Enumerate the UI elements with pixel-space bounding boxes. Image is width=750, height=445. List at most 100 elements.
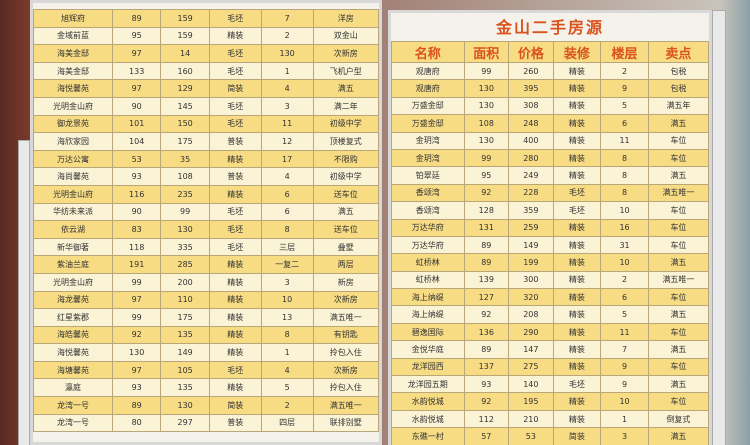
table-cell: 满五年 [647,96,710,116]
table-cell: 2 [260,26,314,46]
table-cell: 97 [111,79,162,98]
table-cell: 97 [111,44,162,63]
column-header: 装修 [552,41,602,63]
table-cell: 95 [463,166,510,185]
table-cell: 东礁一村 [391,427,465,445]
table-cell: 包税 [647,79,710,98]
table-cell: 11 [600,322,649,342]
table-cell: 华纺未来派 [33,202,113,222]
table-cell: 160 [160,61,210,81]
table-cell: 精装 [552,392,602,411]
table-cell: 海皓馨苑 [33,325,113,345]
table-cell: 碧逸国际 [391,322,465,342]
board-title: 金山二手房源 [495,18,604,37]
table-cell: 5 [600,305,649,324]
table-cell: 毛坯 [552,183,602,203]
table-row: 御龙景苑 101 150 毛坯 11 初级中学 [33,114,380,134]
table-cell: 毛坯 [552,375,602,394]
table-cell: 一复二 [260,255,314,274]
table-cell: 满五 [647,427,710,445]
table-cell: 毛坯 [208,237,262,257]
table-cell: 83 [111,220,162,239]
column-header: 名称 [391,41,465,63]
table-cell: 137 [463,357,510,377]
table-cell: 满五 [647,114,710,133]
table-row: 龙湾一号 89 130 简装 2 满五唯一 [33,396,380,415]
table-cell: 毛坯 [208,96,262,116]
table-cell: 127 [463,288,510,307]
table-cell: 毛坯 [208,202,262,222]
table-cell: 130 [463,79,510,98]
table-row: 万达华府 89 149 精装 31 车位 [391,235,710,255]
listing-table: 名称 面积 价格 装修 楼层 卖点 观唐府 99 260 精装 2 包税 观唐府 130 395 精装 9 包税万… [391,41,710,445]
table-cell: 104 [111,132,162,151]
table-cell: 320 [508,288,554,307]
table-cell: 3 [260,96,314,116]
table-cell: 双金山 [312,26,380,46]
column-header: 楼层 [600,41,649,63]
table-cell: 12 [260,132,314,151]
table-cell: 水韵悦城 [391,392,465,411]
table-cell: 有钥匙 [312,325,380,345]
table-cell: 精装 [552,96,602,116]
table-cell: 149 [160,343,210,362]
table-cell: 90 [111,202,162,222]
table-cell: 万达公寓 [33,149,113,169]
table-cell: 248 [508,114,554,133]
table-cell: 1 [600,409,649,429]
table-row: 香颂湾 92 228 毛坯 8 满五唯一 [391,183,710,203]
table-cell: 92 [463,392,510,411]
table-cell: 53 [508,427,554,445]
table-cell: 海上纳缇 [391,305,465,324]
table-cell: 290 [508,322,554,342]
table-cell: 228 [508,183,554,203]
left-board: 旭辉府 89 159 毛坯 7 洋房 金域前蓝 95 159 精装 2 双金山 海美金邸 97 14 毛坯 13… [30,0,382,445]
table-cell: 249 [508,166,554,185]
table-row: 海龙馨苑 97 110 精装 10 次新房 [33,290,380,310]
table-cell: 136 [463,322,510,342]
table-row: 海悦馨苑 97 129 简装 4 满五 [33,79,380,98]
table-cell: 4 [260,79,314,98]
table-cell: 精装 [552,340,602,359]
table-cell: 虹桥林 [391,253,465,272]
table-cell: 毛坯 [208,9,262,28]
table-cell: 旭辉府 [33,9,113,28]
table-cell: 瀛庭 [33,378,113,398]
table-row: 虹桥林 89 199 精装 10 满五 [391,253,710,272]
table-cell: 11 [600,131,649,150]
table-cell: 金域前蓝 [33,26,113,46]
table-cell: 洋房 [312,9,380,28]
table-cell: 毛坯 [208,114,262,134]
table-cell: 130 [160,396,210,415]
table-cell: 拎包入住 [312,378,380,398]
table-cell: 金玥湾 [391,148,465,168]
table-cell: 水韵悦城 [391,409,465,429]
table-row: 紫油兰庭 191 285 精装 一复二 两层 [33,255,380,274]
table-row: 海美金邸 133 160 毛坯 1 飞机户型 [33,61,380,81]
table-cell: 满五 [312,79,380,98]
table-cell: 5 [260,378,314,398]
table-cell: 精装 [552,79,602,98]
table-cell: 92 [111,325,162,345]
table-cell: 精装 [552,148,602,168]
table-cell: 6 [600,288,649,307]
table-cell: 满五唯一 [647,183,710,203]
table-cell: 车位 [647,322,710,342]
table-cell: 满五 [647,375,710,394]
table-cell: 99 [463,61,510,81]
table-cell: 车位 [647,201,710,220]
table-cell: 149 [508,235,554,255]
table-cell: 精装 [208,149,262,169]
table-cell: 130 [160,220,210,239]
table-cell: 90 [111,96,162,116]
table-cell: 简装 [552,427,602,445]
table-cell: 满五唯一 [647,270,710,290]
table-cell: 2 [600,61,649,81]
table-cell: 53 [111,149,162,169]
table-cell: 简装 [208,79,262,98]
table-cell: 精装 [208,184,262,204]
table-cell: 8 [260,220,314,239]
table-cell: 毛坯 [208,360,262,380]
table-cell: 13 [260,308,314,327]
